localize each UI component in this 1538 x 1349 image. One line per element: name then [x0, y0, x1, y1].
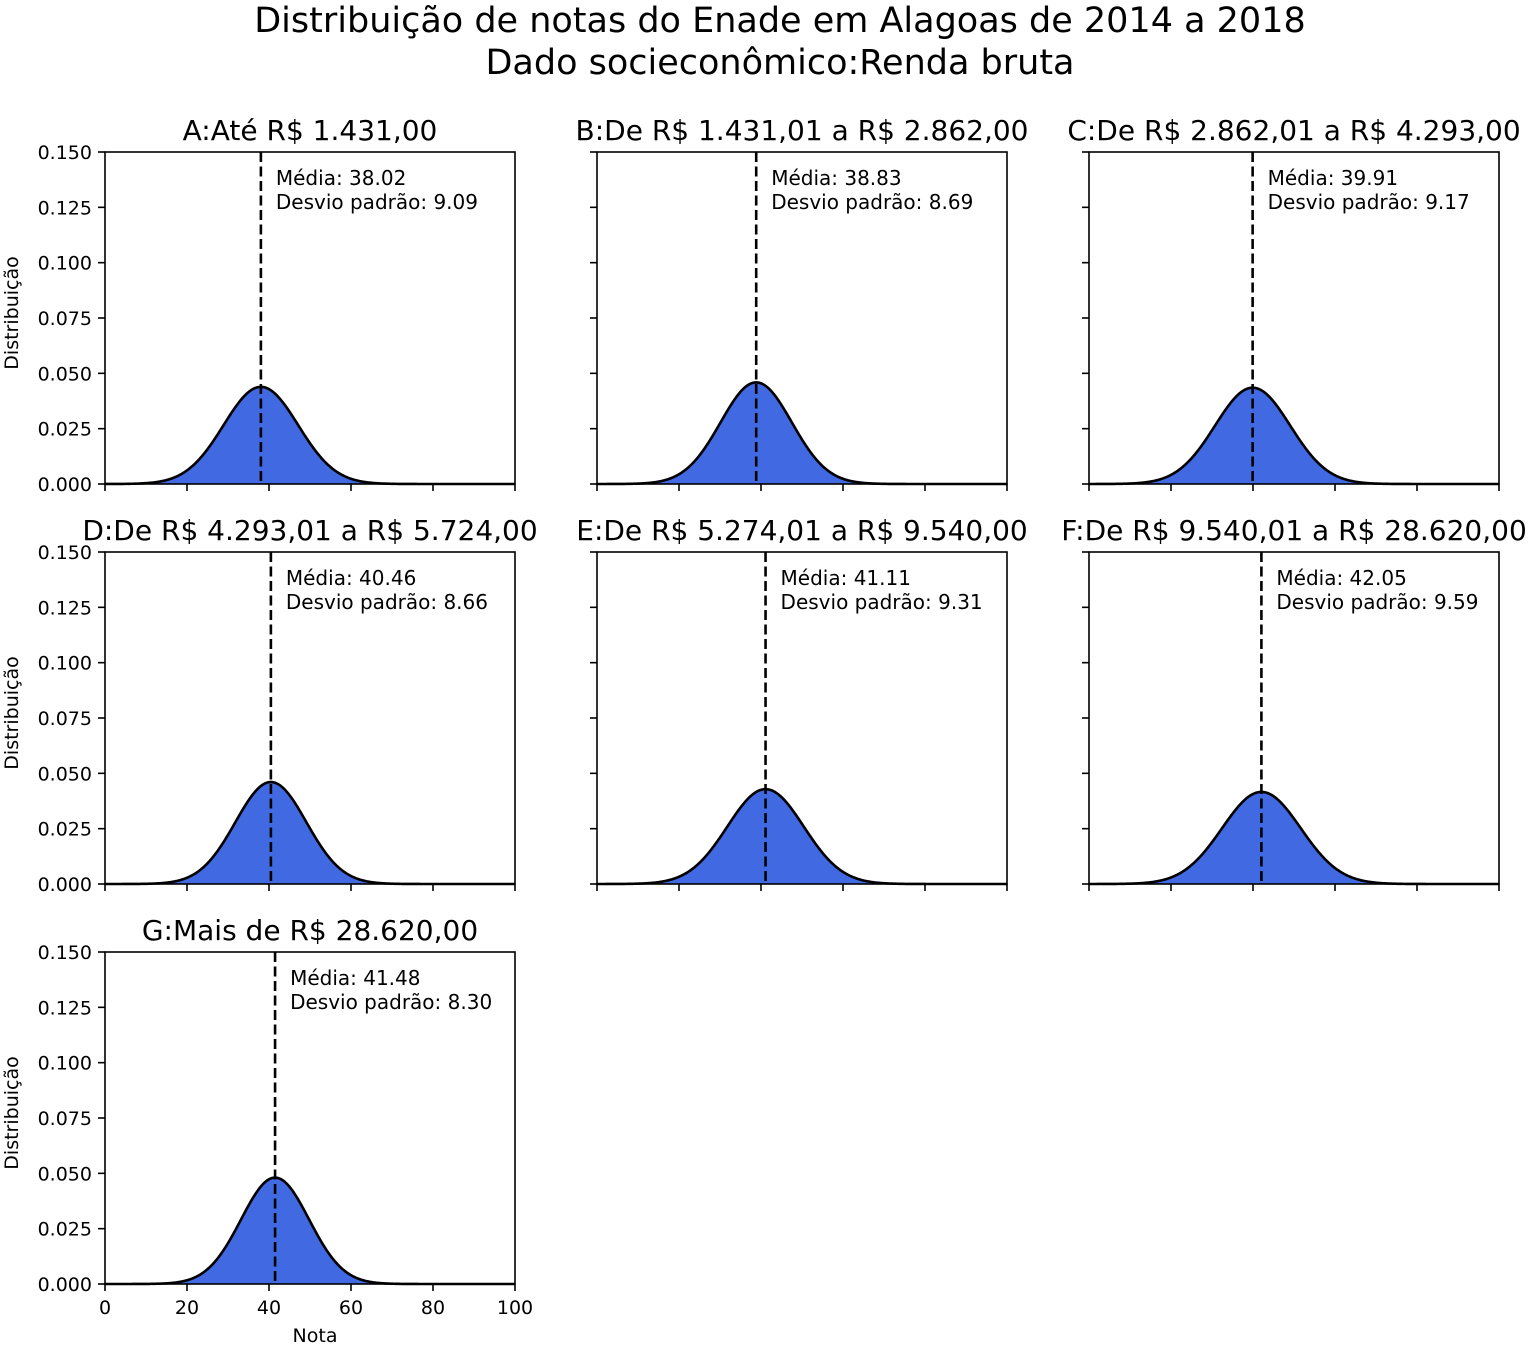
y-tick-label: 0.150: [38, 142, 92, 164]
y-axis-label: Distribuição: [1, 256, 23, 369]
subplot-f: F:De R$ 9.540,01 a R$ 28.620,00 Média: 42…: [1061, 514, 1527, 891]
y-tick-label: 0.100: [38, 253, 92, 275]
stats-annotation: Desvio padrão: 9.17: [1268, 190, 1470, 214]
subplot-c: C:De R$ 2.862,01 a R$ 4.293,00 Média: 39.…: [1067, 114, 1521, 491]
x-axis-label: Nota: [293, 1325, 338, 1347]
subplot-title: A:Até R$ 1.431,00: [183, 114, 438, 147]
x-tick-label: 20: [175, 1297, 199, 1319]
density-area: [105, 782, 515, 884]
density-area: [1089, 791, 1499, 884]
y-tick-label: 0.050: [38, 363, 92, 385]
subplot-d: 0.000 0.025 0.050 0.075 0.100 0.125 0.150D:De …: [1, 514, 538, 896]
stats-annotation: Desvio padrão: 9.59: [1276, 590, 1478, 614]
stats-annotation: Média: 42.05: [1276, 566, 1406, 590]
stats-annotation: Média: 41.11: [781, 566, 911, 590]
subplot-title: E:De R$ 5.274,01 a R$ 9.540,00: [576, 514, 1028, 547]
y-tick-label: 0.025: [38, 819, 92, 841]
subplot-g: 0.000 0.025 0.050 0.075 0.100 0.125 0.150 0 20 40…: [1, 914, 533, 1347]
y-axis-label: Distribuição: [1, 1056, 23, 1169]
stats-annotation: Desvio padrão: 8.30: [290, 990, 492, 1014]
subplot-title: C:De R$ 2.862,01 a R$ 4.293,00: [1067, 114, 1520, 147]
density-area: [597, 382, 1007, 484]
x-tick-label: 0: [99, 1297, 111, 1319]
y-tick-label: 0.075: [38, 308, 92, 330]
stats-annotation: Desvio padrão: 8.69: [771, 190, 973, 214]
y-tick-label: 0.100: [38, 1053, 92, 1075]
stats-annotation: Média: 40.46: [286, 566, 416, 590]
subplot-e: E:De R$ 5.274,01 a R$ 9.540,00 Média: 41.…: [576, 514, 1028, 891]
y-tick-label: 0.100: [38, 653, 92, 675]
stats-annotation: Média: 41.48: [290, 966, 420, 990]
density-area: [105, 386, 515, 484]
x-tick-label: 100: [497, 1297, 533, 1319]
x-tick-label: 80: [421, 1297, 445, 1319]
stats-annotation: Média: 39.91: [1268, 166, 1398, 190]
subplot-a: 0.000 0.025 0.050 0.075 0.100 0.125 0.150 A:Até…: [1, 114, 516, 496]
y-tick-label: 0.150: [38, 942, 92, 964]
density-area: [597, 789, 1007, 884]
panels: 0.000 0.025 0.050 0.075 0.100 0.125 0.150 A:Até…: [1, 114, 1527, 1347]
y-tick-label: 0.050: [38, 763, 92, 785]
x-tick-label: 60: [339, 1297, 363, 1319]
stats-annotation: Média: 38.02: [276, 166, 406, 190]
y-tick-label: 0.025: [38, 419, 92, 441]
stats-annotation: Média: 38.83: [771, 166, 901, 190]
y-tick-label: 0.025: [38, 1219, 92, 1241]
y-tick-label: 0.125: [38, 197, 92, 219]
y-tick-label: 0.125: [38, 997, 92, 1019]
y-tick-label: 0.150: [38, 542, 92, 564]
subplot-title: G:Mais de R$ 28.620,00: [142, 914, 478, 947]
y-tick-label: 0.125: [38, 597, 92, 619]
subplot-title: B:De R$ 1.431,01 a R$ 2.862,00: [575, 114, 1028, 147]
y-tick-label: 0.075: [38, 708, 92, 730]
subplot-title: F:De R$ 9.540,01 a R$ 28.620,00: [1061, 514, 1527, 547]
figure-title-line1: Distribuição de notas do Enade em Alagoa…: [254, 1, 1306, 41]
y-tick-label: 0.000: [38, 874, 92, 896]
subplot-title: D:De R$ 4.293,01 a R$ 5.724,00: [82, 514, 537, 547]
stats-annotation: Desvio padrão: 9.09: [276, 190, 478, 214]
subplot-b: B:De R$ 1.431,01 a R$ 2.862,00 Média: 38.…: [575, 114, 1029, 491]
y-tick-label: 0.050: [38, 1163, 92, 1185]
y-tick-label: 0.000: [38, 474, 92, 496]
figure-title-line2: Dado socieconômico:Renda bruta: [485, 43, 1074, 83]
x-tick-label: 40: [257, 1297, 281, 1319]
y-axis-label: Distribuição: [1, 656, 23, 769]
stats-annotation: Desvio padrão: 9.31: [781, 590, 983, 614]
density-area: [1089, 387, 1499, 484]
y-tick-label: 0.075: [38, 1108, 92, 1130]
density-area: [105, 1177, 515, 1284]
stats-annotation: Desvio padrão: 8.66: [286, 590, 488, 614]
y-tick-label: 0.000: [38, 1274, 92, 1296]
